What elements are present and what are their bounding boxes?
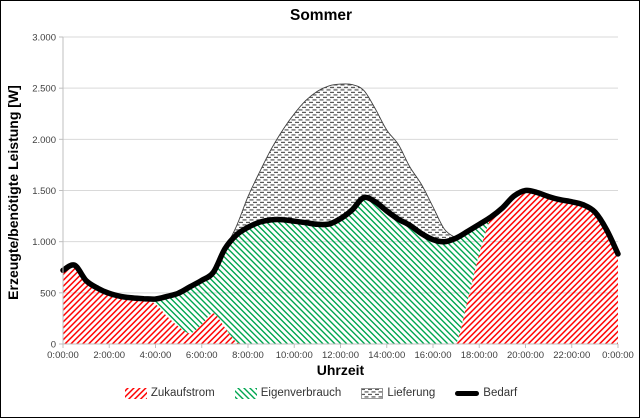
legend-item-zukaufstrom: Zukaufstrom (124, 387, 215, 399)
y-tick-label: 1.000 (32, 237, 56, 248)
eigenverbrauch-swatch-icon (234, 387, 257, 399)
eigenverbrauch-area (63, 190, 618, 344)
legend-item-lieferung: Lieferung (361, 387, 435, 399)
chart-title: Sommer (289, 7, 353, 24)
lieferung-swatch-icon (361, 387, 384, 399)
lieferung-outline (224, 83, 457, 250)
x-tick-label: 14:00:00 (368, 350, 405, 361)
x-tick-label: 18:00:00 (461, 350, 498, 361)
x-tick-label: 6:00:00 (186, 350, 218, 361)
y-tick-label: 0 (51, 340, 56, 351)
y-tick-label: 500 (40, 288, 56, 299)
legend-item-eigenverbrauch: Eigenverbrauch (234, 387, 342, 399)
x-tick-label: 8:00:00 (232, 350, 264, 361)
y-axis-title: Erzeugte/benötigte Leistung [W] (5, 85, 21, 300)
legend-item-bedarf: Bedarf (455, 387, 517, 399)
x-tick-label: 0:00:00 (47, 350, 79, 361)
zukaufstrom-area (63, 190, 618, 344)
y-tick-label: 1.500 (32, 186, 56, 197)
x-tick-label: 0:00:00 (602, 350, 634, 361)
x-tick-label: 16:00:00 (415, 350, 452, 361)
x-tick-label: 20:00:00 (507, 350, 544, 361)
y-tick-label: 2.000 (32, 135, 56, 146)
x-axis-title: Uhrzeit (316, 362, 365, 378)
x-tick-label: 4:00:00 (140, 350, 172, 361)
y-tick-label: 3.000 (32, 33, 56, 44)
legend-label: Zukaufstrom (150, 387, 215, 399)
bedarf-swatch-icon (455, 390, 480, 396)
legend-label: Bedarf (483, 387, 518, 399)
lieferung-area (224, 83, 457, 249)
x-tick-label: 12:00:00 (322, 350, 359, 361)
axes (59, 36, 619, 348)
legend: Zukaufstrom Eigenverbrauch Lieferung Bed… (1, 387, 639, 399)
bedarf-line (60, 187, 621, 302)
x-tick-label: 22:00:00 (553, 350, 590, 361)
legend-label: Eigenverbrauch (260, 387, 342, 399)
legend-label: Lieferung (387, 387, 436, 399)
x-tick-label: 10:00:00 (276, 350, 313, 361)
x-tick-label: 2:00:00 (93, 350, 125, 361)
y-tick-label: 2.500 (32, 84, 56, 95)
zukaufstrom-swatch-icon (124, 387, 147, 399)
